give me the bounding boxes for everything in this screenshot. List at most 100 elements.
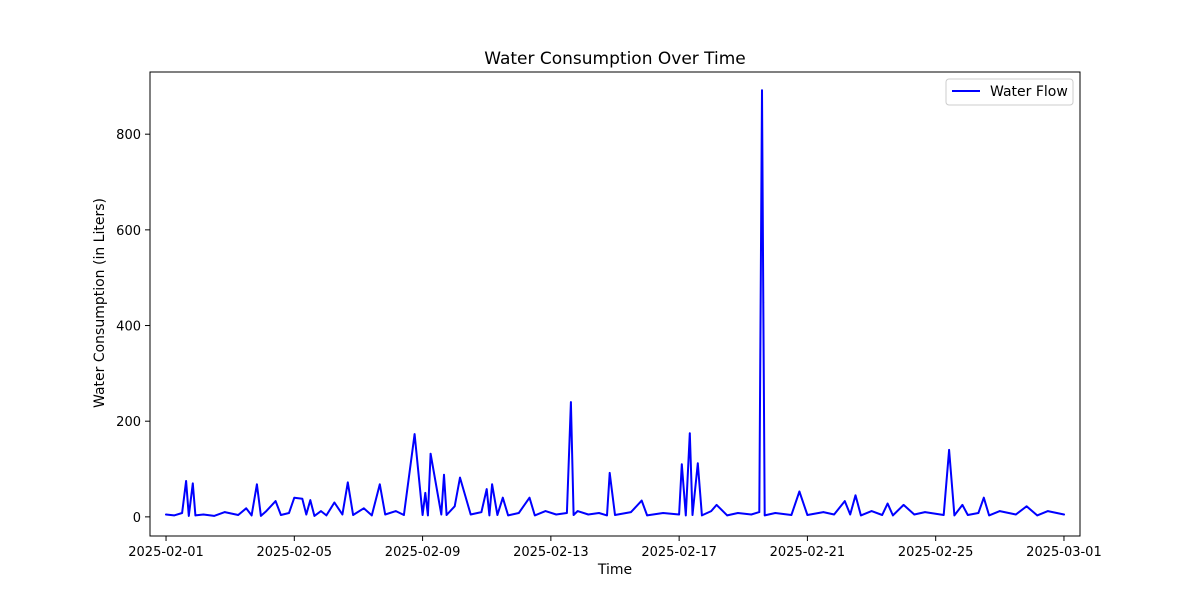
data-point (1036, 514, 1038, 517)
data-point (844, 500, 846, 502)
data-point (320, 510, 322, 512)
data-point (347, 481, 349, 484)
data-point (662, 512, 664, 514)
x-tick-label: 2025-03-01 (1026, 545, 1102, 560)
y-tick-label: 0 (133, 511, 141, 526)
data-point (860, 514, 862, 517)
data-point (309, 499, 312, 501)
data-point (833, 513, 835, 516)
data-point (606, 514, 608, 517)
legend-label-water-flow: Water Flow (990, 84, 1068, 100)
data-point (413, 433, 416, 435)
data-point (570, 401, 572, 403)
data-point (1047, 510, 1049, 512)
data-point (630, 511, 632, 513)
data-point (469, 513, 472, 516)
data-point (608, 472, 611, 474)
x-tick-label: 2025-02-01 (128, 545, 204, 560)
data-point (237, 514, 239, 516)
data-point (459, 476, 461, 479)
data-point (646, 514, 648, 517)
data-point (480, 511, 483, 513)
data-point (427, 514, 429, 517)
data-point (181, 512, 183, 514)
data-point (913, 513, 916, 516)
data-point (988, 514, 990, 517)
data-point (352, 514, 354, 516)
x-tick-label: 2025-02-25 (898, 545, 974, 560)
plot-frame (149, 71, 1081, 537)
data-point (194, 514, 197, 517)
data-point (384, 513, 387, 516)
data-point (881, 514, 883, 516)
data-point (689, 432, 691, 435)
data-point (566, 512, 568, 514)
data-point (250, 514, 253, 517)
data-point (710, 510, 712, 512)
data-point (534, 514, 536, 517)
y-axis-label: Water Consumption (in Liters) (92, 198, 108, 408)
legend-box (945, 78, 1074, 106)
data-point (678, 513, 680, 516)
data-point (849, 513, 851, 516)
x-tick-label: 2025-02-13 (513, 545, 589, 560)
data-point (371, 514, 373, 517)
data-point (443, 474, 445, 476)
data-point (502, 496, 504, 499)
data-point (544, 510, 547, 512)
data-point (403, 514, 405, 516)
data-point (379, 483, 381, 486)
data-point (305, 513, 308, 516)
data-point (697, 462, 699, 465)
data-point (924, 511, 926, 513)
data-point (440, 513, 443, 516)
data-point (507, 514, 509, 517)
data-point (395, 510, 397, 512)
data-point (496, 514, 499, 516)
data-point (737, 512, 739, 514)
data-point (977, 512, 980, 514)
y-tick-label: 200 (116, 415, 141, 430)
data-point (333, 501, 336, 504)
data-point (790, 514, 793, 516)
data-point (245, 507, 247, 510)
data-point (726, 514, 728, 517)
data-point (701, 514, 703, 517)
data-point (1025, 505, 1028, 508)
x-tick-label: 2025-02-05 (257, 545, 333, 560)
data-point (761, 89, 763, 91)
data-point (822, 511, 825, 513)
y-tick-label: 800 (116, 128, 141, 143)
data-point (325, 514, 328, 517)
data-point (983, 496, 985, 499)
data-point (758, 511, 761, 513)
data-point (173, 514, 175, 517)
data-point (1063, 513, 1065, 516)
data-point (576, 510, 579, 512)
data-point (293, 496, 296, 499)
data-point (224, 511, 226, 513)
data-point (892, 514, 894, 517)
data-point (953, 514, 956, 517)
data-point (854, 494, 857, 497)
data-point (614, 514, 616, 516)
data-point (640, 499, 643, 502)
data-point (260, 515, 262, 517)
data-point (870, 510, 873, 512)
data-point (265, 510, 268, 512)
y-tick-label: 400 (116, 320, 141, 335)
data-point (424, 492, 427, 494)
data-point (491, 483, 493, 486)
data-point (961, 504, 964, 506)
data-point (587, 513, 590, 516)
chart-title: Water Consumption Over Time (484, 49, 746, 69)
data-point (598, 512, 600, 514)
data-point (798, 490, 801, 493)
data-point (192, 482, 194, 485)
data-point (762, 301, 765, 304)
data-point (363, 507, 365, 510)
data-point (274, 500, 277, 502)
x-tick-label: 2025-02-17 (641, 545, 717, 560)
